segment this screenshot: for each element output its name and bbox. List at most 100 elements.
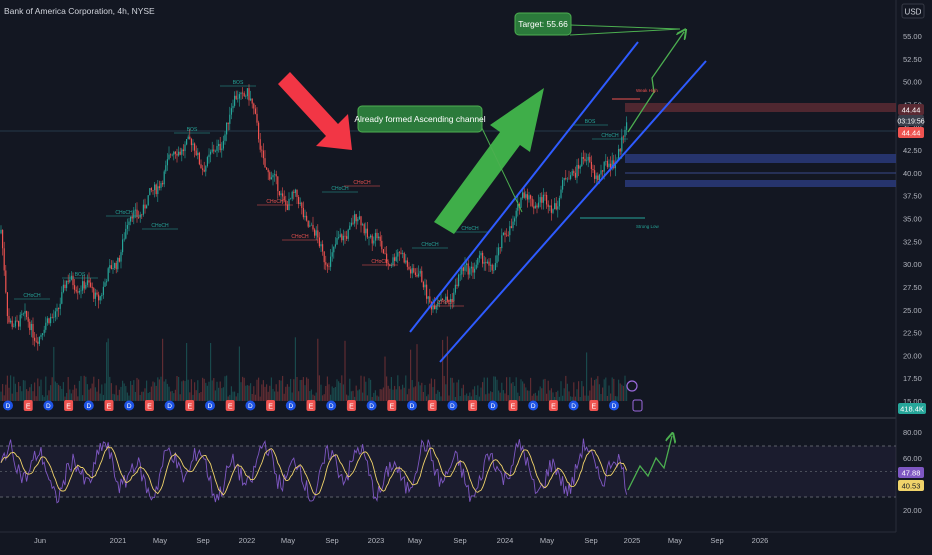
volume-bar xyxy=(110,383,112,401)
candle-body xyxy=(483,262,485,264)
time-axis[interactable]: Jun 2021 May Sep 2022 May Sep 2023 May Sep 2024 May… xyxy=(34,536,768,545)
earnings-marker[interactable] xyxy=(23,400,33,411)
candle-body xyxy=(422,281,424,288)
earnings-marker[interactable] xyxy=(185,400,195,411)
volume-bar xyxy=(566,383,568,401)
candle-body xyxy=(498,247,500,256)
earnings-marker[interactable] xyxy=(104,400,114,411)
volume-bar xyxy=(352,390,354,401)
candle-body xyxy=(597,175,599,181)
candle-body xyxy=(502,232,504,236)
dividend-marker[interactable] xyxy=(447,400,458,411)
time-label: May xyxy=(408,536,422,545)
dividend-marker[interactable] xyxy=(528,400,539,411)
candle-body xyxy=(362,224,364,226)
dividend-marker[interactable] xyxy=(366,400,377,411)
upcoming-event-icon[interactable] xyxy=(626,380,638,392)
dividend-marker[interactable] xyxy=(124,400,135,411)
upcoming-earnings-marker[interactable] xyxy=(632,399,643,412)
currency-button[interactable] xyxy=(901,3,925,19)
candle-body xyxy=(331,252,333,257)
volume-bar xyxy=(251,393,253,401)
candle-body xyxy=(27,316,29,322)
candle-body xyxy=(192,143,194,146)
dividend-marker[interactable] xyxy=(407,400,417,411)
volume-bar xyxy=(278,380,280,401)
volume-bar xyxy=(571,396,573,401)
earnings-marker[interactable] xyxy=(144,400,154,411)
channel-lower-line[interactable] xyxy=(439,60,707,363)
earnings-marker[interactable] xyxy=(589,400,599,411)
candle-body xyxy=(590,161,592,170)
candle-body xyxy=(178,151,180,156)
candle-body xyxy=(563,178,565,181)
candle-body xyxy=(117,257,119,270)
dividend-marker[interactable] xyxy=(568,400,579,411)
dividend-marker[interactable] xyxy=(285,400,296,411)
dividend-marker[interactable] xyxy=(83,400,94,411)
volume-bar xyxy=(35,396,37,401)
candle-body xyxy=(485,262,487,264)
dividend-marker[interactable] xyxy=(43,400,54,411)
time-label: May xyxy=(668,536,682,545)
candle-body xyxy=(403,253,405,263)
earnings-marker[interactable] xyxy=(266,400,276,411)
candle-body xyxy=(310,224,312,226)
channel-upper-line[interactable] xyxy=(409,41,639,333)
earnings-marker[interactable] xyxy=(346,400,356,411)
price-axis[interactable]: 55.0052.5050.0047.5045.0042.5040.0037.50… xyxy=(903,32,922,406)
candle-body xyxy=(245,96,247,97)
dividend-marker[interactable] xyxy=(3,400,13,411)
volume-bar xyxy=(69,389,71,401)
dividend-marker[interactable] xyxy=(164,400,175,411)
candle-body xyxy=(544,194,546,196)
volume-bar xyxy=(293,379,295,401)
smc-label: BOS xyxy=(187,127,198,133)
earnings-marker[interactable] xyxy=(387,400,397,411)
candle-body xyxy=(602,170,604,172)
volume-bar xyxy=(602,387,604,401)
volume-bar xyxy=(114,394,116,401)
candle-body xyxy=(270,177,272,180)
candle-body xyxy=(246,88,248,97)
earnings-marker[interactable] xyxy=(548,400,558,411)
candle-body xyxy=(3,248,5,271)
candlesticks[interactable] xyxy=(0,84,628,351)
volume-bar xyxy=(122,380,124,401)
volume-bar xyxy=(304,385,306,401)
volume-bar xyxy=(610,393,612,401)
earnings-marker[interactable] xyxy=(508,400,518,411)
earnings-marker[interactable] xyxy=(64,400,74,411)
candle-body xyxy=(10,320,12,323)
dividend-marker[interactable] xyxy=(205,400,215,411)
volume-bar xyxy=(491,392,493,401)
price-tick: 40.00 xyxy=(903,169,922,178)
ascending-channel[interactable] xyxy=(409,41,707,363)
candle-body xyxy=(358,216,360,220)
volume-bar xyxy=(514,385,516,401)
volume-bar xyxy=(477,385,479,401)
volume-bar xyxy=(530,377,532,401)
dividend-marker[interactable] xyxy=(609,400,619,411)
earnings-marker[interactable] xyxy=(427,400,437,411)
dividend-marker[interactable] xyxy=(326,400,337,411)
earnings-marker[interactable] xyxy=(468,400,478,411)
dividend-marker[interactable] xyxy=(487,400,498,411)
rsi-tick: 20.00 xyxy=(903,506,922,515)
volume-bar xyxy=(64,396,66,401)
dividend-marker[interactable] xyxy=(245,400,256,411)
volume-bar xyxy=(440,396,442,401)
volume-bar xyxy=(374,390,376,401)
time-label: 2021 xyxy=(110,536,127,545)
rsi-pane[interactable] xyxy=(0,436,896,504)
earnings-marker[interactable] xyxy=(306,400,316,411)
volume-bar xyxy=(496,379,498,401)
volume-bar xyxy=(147,392,149,401)
volume-bar xyxy=(283,393,285,401)
candle-body xyxy=(22,313,24,315)
candle-body xyxy=(94,292,96,299)
earnings-marker[interactable] xyxy=(225,400,235,411)
dividend-marker-label: D xyxy=(127,403,132,410)
